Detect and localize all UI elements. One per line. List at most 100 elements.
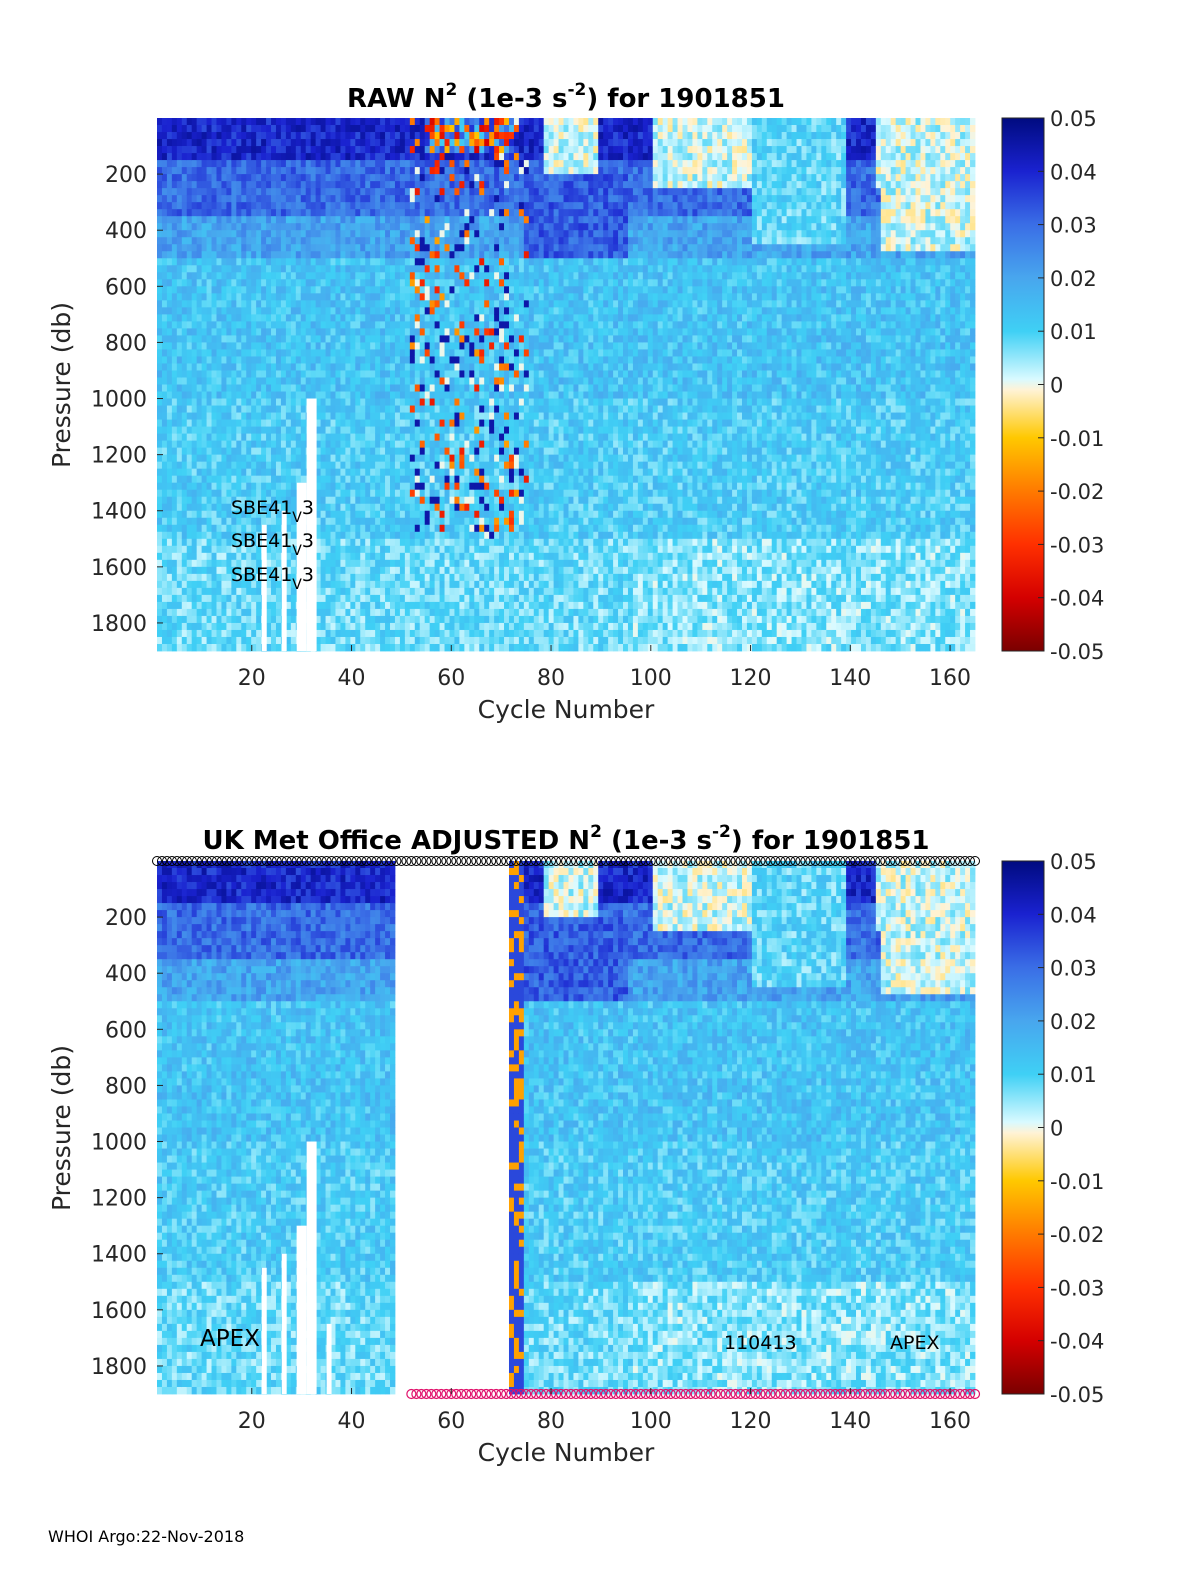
bottom-marker [685, 1388, 696, 1400]
x-tick-160: 160 [929, 645, 971, 691]
bottom-marker [471, 1388, 482, 1400]
bottom-marker [630, 1388, 641, 1400]
top-marker [366, 856, 377, 866]
bottom-marker [496, 1388, 507, 1400]
bottom-marker [580, 1388, 592, 1400]
x-tick-80: 80 [537, 1388, 565, 1434]
top-marker [745, 856, 756, 866]
bottom-marker [431, 1388, 442, 1400]
bottom-marker [476, 1388, 487, 1400]
top-marker [585, 856, 596, 866]
bottom-marker [830, 1388, 841, 1400]
top-marker [825, 856, 836, 866]
top-marker [620, 856, 631, 866]
bottom-marker [605, 1388, 616, 1400]
bottom-marker [406, 1388, 417, 1400]
x-tick-20: 20 [238, 1388, 266, 1434]
top-marker [875, 856, 886, 866]
top-marker [730, 856, 741, 866]
top-marker [551, 856, 562, 866]
top-marker [830, 856, 841, 866]
adjusted-colorbar-ticks: 0.05 0.04 0.03 0.02 0.01 0 -0.01 -0.02 -0.03 -0.0… [1038, 850, 1104, 1407]
top-marker [511, 856, 522, 866]
top-marker [316, 856, 327, 866]
top-marker [945, 856, 956, 866]
top-marker [670, 856, 681, 866]
top-marker [655, 856, 666, 866]
raw-data-gaps [261, 398, 317, 651]
adjusted-qc-markers [152, 856, 981, 1400]
bottom-marker [590, 1388, 602, 1400]
raw-heatmap [157, 118, 976, 652]
data-gap-3 [306, 1141, 317, 1394]
footer-credit: WHOI Argo:22-Nov-2018 [48, 1527, 244, 1546]
top-marker [630, 856, 641, 866]
bottom-marker [865, 1388, 876, 1400]
top-marker [236, 856, 247, 866]
top-marker [650, 856, 661, 866]
top-marker [910, 856, 921, 866]
bottom-marker [969, 1388, 981, 1400]
top-marker [570, 856, 581, 866]
data-gap-0 [261, 1267, 267, 1394]
bottom-marker [501, 1388, 512, 1400]
colorbar-tick-3: 0.02 [1038, 267, 1097, 291]
top-marker [760, 856, 771, 866]
top-marker [950, 856, 961, 866]
top-marker [920, 856, 931, 866]
top-marker [790, 856, 801, 866]
bottom-marker [575, 1388, 587, 1400]
x-tick-120: 120 [730, 1388, 772, 1434]
x-tick-40: 40 [338, 645, 366, 691]
colorbar-tick-0: 0.05 [1038, 107, 1097, 131]
colorbar-tick-5: 0 [1038, 374, 1063, 398]
raw-colorbar [1001, 117, 1045, 652]
top-marker [471, 856, 482, 866]
adjusted-annotation-serial: 110413 [724, 1332, 797, 1354]
adjusted-panel: UK Met Office ADJUSTED N2 (1e-3 s-2) for… [47, 822, 1104, 1467]
top-marker [461, 856, 472, 866]
top-marker [740, 856, 751, 866]
bottom-marker [511, 1388, 522, 1400]
top-marker [466, 856, 477, 866]
bottom-marker [520, 1388, 532, 1400]
top-marker [556, 856, 567, 866]
data-gap-1 [281, 1253, 287, 1394]
colorbar-tick-10: -0.05 [1038, 1383, 1104, 1407]
bottom-marker [805, 1388, 816, 1400]
bottom-marker [491, 1388, 502, 1400]
top-marker [221, 856, 232, 866]
adjusted-x-ticks: 20 40 60 80 100 120 140 160 [238, 1388, 971, 1434]
top-marker [541, 856, 552, 866]
y-tick-200: 200 [105, 906, 163, 931]
x-tick-120: 120 [730, 645, 772, 691]
adjusted-title: UK Met Office ADJUSTED N2 (1e-3 s-2) for… [202, 822, 929, 856]
top-marker [476, 856, 487, 866]
y-tick-800: 800 [105, 331, 163, 356]
colorbar-tick-6: -0.01 [1038, 427, 1104, 451]
top-marker [306, 856, 317, 866]
data-gap-4 [326, 1323, 332, 1394]
bottom-marker [560, 1388, 572, 1400]
bottom-marker [600, 1388, 612, 1400]
top-marker [645, 856, 656, 866]
top-marker [531, 856, 542, 866]
top-marker [615, 856, 626, 866]
top-marker [371, 856, 382, 866]
top-marker [516, 856, 527, 866]
bottom-marker [765, 1388, 776, 1400]
x-tick-140: 140 [829, 1388, 871, 1434]
top-marker [281, 856, 292, 866]
bottom-marker [715, 1388, 726, 1400]
y-tick-600: 600 [105, 1018, 163, 1043]
bottom-marker [959, 1388, 971, 1400]
bottom-marker [895, 1388, 906, 1400]
top-marker [855, 856, 866, 866]
adjusted-annotation-apex-left: APEX [200, 1326, 260, 1352]
top-marker [321, 856, 332, 866]
y-tick-1400: 1400 [91, 500, 163, 525]
adjusted-x-axis-label: Cycle Number [478, 1438, 655, 1467]
top-marker [625, 856, 636, 866]
bottom-marker [565, 1388, 577, 1400]
data-gap-2 [296, 482, 307, 651]
